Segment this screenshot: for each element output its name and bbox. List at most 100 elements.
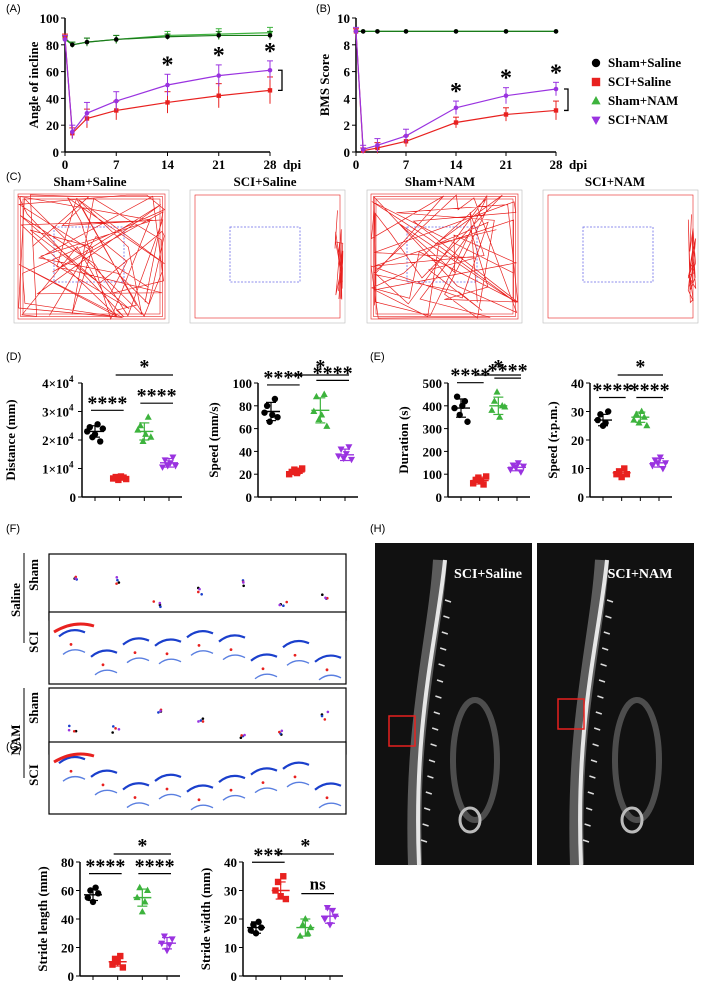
- data-point-sci-saline: [267, 88, 273, 93]
- data-point-sci-nam: [267, 67, 273, 73]
- open-field-center-zone: [53, 226, 125, 283]
- data-point-sham-saline: [464, 418, 471, 425]
- x-tick-label: 0: [62, 157, 69, 172]
- legend: Sham+Saline SCI+Saline Sham+NAM SCI+NAM: [591, 55, 681, 127]
- x-tick-label: 28: [550, 157, 564, 172]
- mri-vertebra: [433, 711, 441, 715]
- panel-label-a: (A): [6, 3, 21, 15]
- footprint-mark: [323, 718, 327, 721]
- y-axis-label: Speed (mm/s): [206, 402, 221, 477]
- open-field-track-perimeter: [370, 193, 519, 320]
- data-point-sham-saline: [461, 398, 469, 405]
- open-field-title-sham-nam: Sham+NAM: [405, 174, 475, 189]
- footprint-mark: [133, 651, 137, 655]
- mri-vertebra: [585, 807, 593, 811]
- footprint-drag-mark: [158, 658, 182, 665]
- footprint-drag-mark: [126, 802, 150, 809]
- data-point-sham-nam: [136, 421, 144, 429]
- data-point-sci-saline: [165, 100, 170, 105]
- mri-vertebra: [430, 743, 437, 747]
- footprint-mark: [69, 769, 73, 773]
- footprint-mark: [67, 728, 71, 732]
- data-point-sham-saline: [113, 37, 119, 42]
- footprint-frame: [48, 741, 347, 815]
- data-point-sham-saline: [216, 33, 222, 38]
- data-point-sham-nam: [320, 390, 328, 397]
- significance-label: ****: [135, 856, 175, 878]
- footprint-mark: [111, 731, 114, 734]
- panel-label-c: (C): [6, 171, 21, 183]
- x-tick-label: 0: [353, 157, 360, 172]
- mri-vertebra: [425, 791, 433, 795]
- open-field-track-perimeter: [194, 194, 341, 319]
- y-tick-label: 0: [53, 145, 60, 160]
- footprint-row-label-nam-sci: SCI: [26, 764, 41, 786]
- data-point-sham-nam: [496, 413, 504, 420]
- significance-star: *: [500, 66, 512, 92]
- data-point-sci-nam: [360, 147, 366, 152]
- data-point-sci-saline: [282, 895, 290, 903]
- footprint-mark: [115, 582, 118, 585]
- data-point-sham-saline: [553, 29, 559, 34]
- footprint-mark: [133, 796, 137, 799]
- significance-label: *: [493, 356, 503, 378]
- mri-image-sci-nam: [537, 543, 694, 865]
- y-tick-label: 10: [337, 11, 350, 26]
- y-tick-label: 80: [46, 38, 59, 53]
- mri-vertebra: [427, 775, 434, 779]
- footprint-mark: [114, 727, 117, 730]
- footprint-mark: [165, 787, 169, 791]
- footprint-drag-mark: [218, 634, 246, 643]
- y-tick-label: 100: [40, 11, 60, 26]
- footprint-mark: [68, 724, 71, 728]
- panel-label-d: (D): [6, 351, 21, 363]
- x-tick-label: 28: [264, 157, 278, 172]
- mri-vertebra: [595, 711, 603, 715]
- footprint-mark: [69, 643, 73, 646]
- x-unit-label: dpi: [283, 157, 301, 172]
- mri-vertebra: [587, 791, 595, 795]
- footprint-mark: [101, 783, 105, 787]
- data-point-sci-nam: [84, 110, 90, 116]
- significance-label: ****: [137, 385, 177, 407]
- mri-vertebra: [436, 679, 444, 683]
- data-point-sham-nam: [299, 920, 307, 928]
- significance-star: *: [450, 79, 462, 105]
- panel-label-e: (E): [370, 351, 385, 363]
- footprint-drag-mark: [126, 657, 150, 664]
- significance-label: ****: [263, 367, 303, 389]
- y-axis-label: Stride length (mm): [35, 866, 50, 971]
- data-point-sci-nam: [216, 73, 222, 78]
- footprint-drag-mark: [94, 669, 118, 676]
- data-point-sham-saline: [263, 402, 271, 409]
- data-point-sci-nam: [353, 29, 359, 34]
- data-point-sham-saline: [261, 409, 268, 416]
- data-point-sham-nam: [304, 929, 312, 936]
- footprint-row-label-saline-sci: SCI: [26, 631, 41, 653]
- data-point-sham-nam: [147, 433, 155, 440]
- y-axis-label: Angle of incline: [26, 41, 41, 128]
- data-point-sci-saline: [117, 952, 124, 960]
- footprint-mark: [242, 581, 245, 584]
- footprint-drag-mark: [53, 752, 95, 764]
- mri-vertebra: [597, 695, 604, 699]
- data-point-sham-saline: [267, 33, 273, 38]
- mri-vertebra: [420, 839, 428, 843]
- data-point-sham-saline: [375, 29, 380, 34]
- open-field-title-sham-saline: Sham+Saline: [53, 174, 126, 189]
- footprint-drag-mark: [254, 673, 278, 680]
- data-point-sci-saline: [615, 468, 623, 475]
- footprint-mark: [165, 652, 169, 656]
- y-tick-exponent: 4: [69, 403, 74, 413]
- footprint-mark: [197, 720, 200, 723]
- footprint-mark: [117, 581, 121, 584]
- y-tick-label: 40: [224, 855, 237, 870]
- footprint-group-nam: NAM Sham SCI: [8, 688, 41, 786]
- data-point-sci-nam: [70, 129, 75, 135]
- y-tick-label: 6: [344, 65, 351, 80]
- y-tick-label: 3×10: [42, 405, 69, 420]
- footprint-group-label-nam: NAM: [8, 724, 23, 755]
- y-tick-label: 60: [61, 884, 74, 899]
- mri-vertebra: [584, 823, 591, 827]
